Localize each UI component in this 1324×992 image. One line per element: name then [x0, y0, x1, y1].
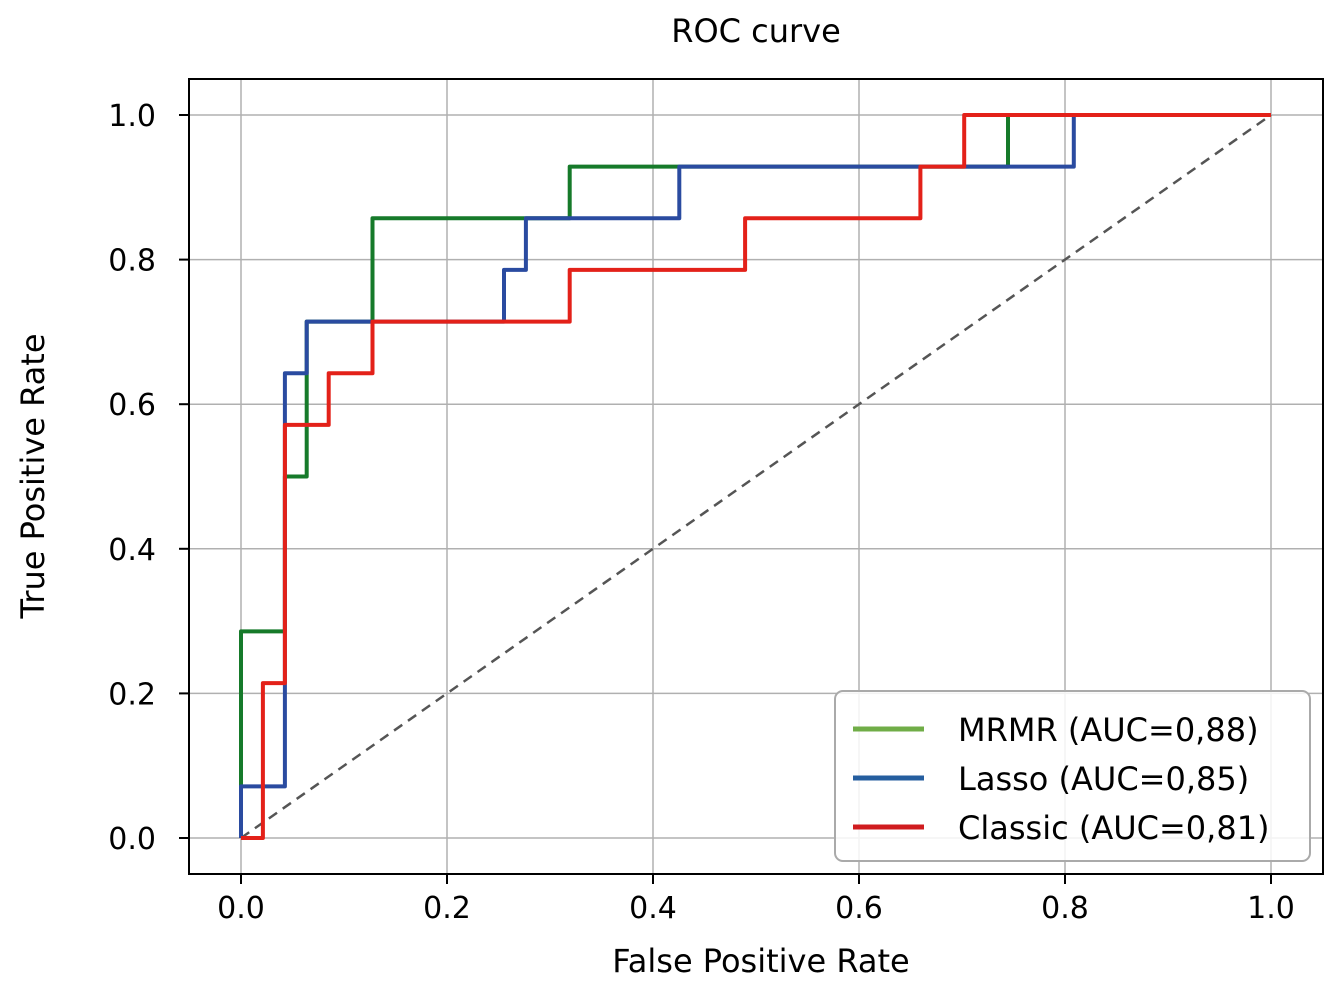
series-line-classic: [241, 113, 1271, 840]
y-axis-label: True Positive Rate: [14, 333, 52, 619]
legend-box: [834, 690, 1311, 862]
x-tick-label: 0.2: [423, 891, 471, 926]
x-tick-label: 0.4: [629, 891, 677, 926]
legend-label-mrmr: MRMR (AUC=0,88): [958, 711, 1259, 749]
y-tick-label: 1.0: [108, 99, 156, 134]
legend-label-lasso: Lasso (AUC=0,85): [958, 760, 1249, 798]
series-line-lasso: [239, 113, 1271, 838]
x-tick-label: 1.0: [1247, 891, 1295, 926]
y-tick-label: 0.2: [108, 677, 156, 712]
legend-label-classic: Classic (AUC=0,81): [958, 809, 1270, 847]
x-tick-label: 0.6: [835, 891, 883, 926]
y-tick-label: 0.4: [108, 533, 156, 568]
series-group: [239, 113, 1271, 840]
y-tick-label: 0.8: [108, 244, 156, 279]
chart-title: ROC curve: [671, 12, 841, 50]
legend: MRMR (AUC=0,88) Lasso (AUC=0,85) Classic (…: [834, 690, 1311, 862]
x-tick-label: 0.0: [217, 891, 265, 926]
plot-frame: [188, 78, 1324, 875]
chance-diagonal-line: [240, 113, 1272, 840]
y-axis-ticks: 0.0 0.2 0.4 0.6 0.8 1.0: [108, 99, 189, 857]
y-tick-label: 0.6: [108, 388, 156, 423]
grid: [189, 79, 1323, 874]
y-tick-label: 0.0: [108, 822, 156, 857]
x-axis-ticks: 0.0 0.2 0.4 0.6 0.8 1.0: [217, 874, 1295, 926]
reference-line-group: [240, 113, 1272, 840]
x-axis-label: False Positive Rate: [612, 942, 909, 980]
x-tick-label: 0.8: [1041, 891, 1089, 926]
